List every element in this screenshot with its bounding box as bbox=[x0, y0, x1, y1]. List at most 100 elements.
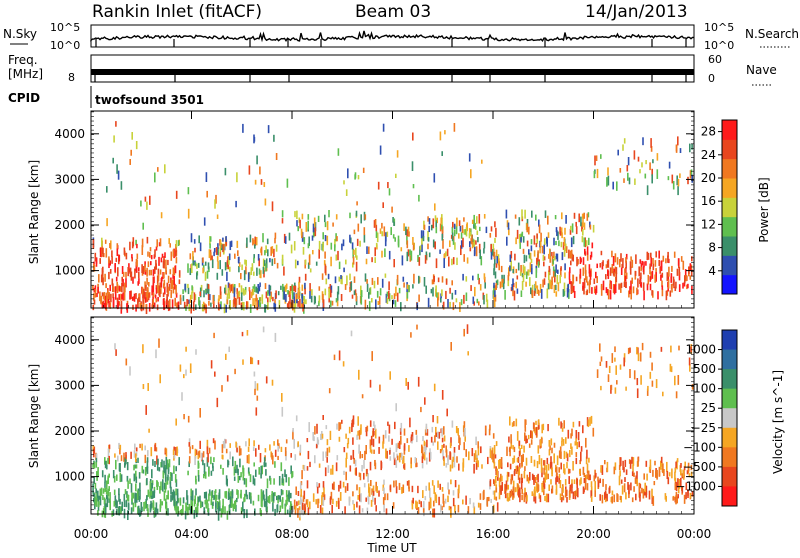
scatter-cell bbox=[352, 500, 354, 505]
scatter-cell bbox=[496, 279, 499, 286]
scatter-cell bbox=[159, 499, 162, 509]
scatter-cell bbox=[316, 423, 318, 434]
scatter-cell bbox=[125, 459, 127, 465]
scatter-cell bbox=[116, 509, 118, 516]
scatter-cell bbox=[307, 243, 310, 249]
scatter-cell bbox=[114, 343, 116, 350]
scatter-cell bbox=[441, 444, 443, 452]
scatter-cell bbox=[358, 430, 361, 440]
scatter-cell bbox=[185, 502, 187, 512]
scatter-cell bbox=[291, 472, 293, 479]
scatter-cell bbox=[521, 231, 524, 237]
beam-title: Beam 03 bbox=[355, 2, 431, 22]
scatter-cell bbox=[105, 301, 107, 310]
scatter-cell bbox=[132, 276, 134, 284]
scatter-cell bbox=[252, 286, 254, 291]
scatter-cell bbox=[372, 485, 375, 496]
scatter-cell bbox=[267, 496, 270, 503]
scatter-cell bbox=[467, 351, 469, 356]
scatter-cell bbox=[492, 248, 495, 257]
scatter-cell bbox=[441, 505, 443, 511]
scatter-cell bbox=[137, 281, 139, 286]
scatter-cell bbox=[283, 290, 285, 300]
scatter-cell bbox=[234, 467, 237, 474]
scatter-cell bbox=[119, 286, 122, 292]
scatter-cell bbox=[367, 473, 369, 483]
scatter-cell bbox=[99, 258, 101, 264]
scatter-cell bbox=[549, 255, 551, 263]
scatter-cell bbox=[175, 466, 177, 472]
scatter-cell bbox=[516, 458, 519, 463]
velocity-cbar-segment bbox=[722, 349, 737, 370]
scatter-cell bbox=[451, 292, 454, 300]
scatter-cell bbox=[492, 490, 495, 495]
scatter-cell bbox=[559, 493, 562, 501]
velocity-cbar-segment bbox=[722, 388, 737, 409]
scatter-cell bbox=[684, 461, 686, 467]
scatter-cell bbox=[463, 328, 465, 337]
scatter-cell bbox=[691, 143, 693, 150]
scatter-cell bbox=[222, 498, 224, 508]
scatter-cell bbox=[227, 256, 229, 266]
scatter-cell bbox=[243, 302, 245, 311]
scatter-cell bbox=[442, 493, 445, 504]
scatter-cell bbox=[196, 263, 198, 269]
scatter-cell bbox=[398, 452, 401, 463]
scatter-cell bbox=[636, 287, 638, 296]
scatter-cell bbox=[458, 484, 460, 494]
scatter-cell bbox=[195, 349, 197, 355]
scatter-cell bbox=[539, 241, 542, 247]
scatter-cell bbox=[175, 284, 177, 295]
power-cbar-segment bbox=[722, 197, 737, 218]
scatter-cell bbox=[162, 479, 164, 488]
scatter-cell bbox=[330, 256, 332, 267]
scatter-cell bbox=[280, 285, 282, 290]
scatter-cell bbox=[133, 473, 136, 482]
scatter-cell bbox=[160, 278, 163, 288]
scatter-cell bbox=[445, 278, 448, 285]
scatter-cell bbox=[691, 491, 694, 497]
scatter-cell bbox=[624, 268, 626, 278]
scatter-cell bbox=[602, 260, 604, 267]
scatter-cell bbox=[290, 453, 292, 458]
scatter-cell bbox=[255, 469, 257, 477]
scatter-cell bbox=[331, 300, 334, 306]
scatter-cell bbox=[222, 440, 225, 449]
scatter-cell bbox=[203, 492, 206, 499]
scatter-cell bbox=[530, 287, 532, 295]
scatter-cell bbox=[264, 198, 267, 206]
scatter-cell bbox=[640, 375, 642, 385]
scatter-cell bbox=[656, 153, 659, 161]
scatter-cell bbox=[116, 474, 118, 481]
scatter-cell bbox=[224, 287, 226, 294]
scatter-cell bbox=[660, 274, 662, 281]
scatter-cell bbox=[248, 438, 250, 447]
scatter-cell bbox=[563, 237, 566, 246]
scatter-cell bbox=[475, 240, 477, 245]
scatter-cell bbox=[149, 481, 152, 490]
scatter-cell bbox=[586, 463, 589, 474]
scatter-cell bbox=[230, 496, 232, 504]
scatter-cell bbox=[658, 470, 661, 477]
scatter-cell bbox=[152, 491, 154, 499]
scatter-cell bbox=[689, 263, 692, 272]
scatter-cell bbox=[147, 508, 149, 517]
scatter-cell bbox=[300, 494, 302, 505]
scatter-cell bbox=[447, 455, 449, 465]
scatter-cell bbox=[306, 480, 309, 489]
scatter-cell bbox=[153, 302, 156, 308]
scatter-cell bbox=[238, 297, 241, 305]
scatter-cell bbox=[129, 159, 131, 165]
scatter-cell bbox=[495, 496, 498, 501]
scatter-cell bbox=[445, 463, 448, 468]
scatter-cell bbox=[425, 285, 427, 294]
scatter-cell bbox=[674, 477, 677, 485]
scatter-cell bbox=[150, 500, 152, 510]
scatter-cell bbox=[225, 236, 227, 242]
scatter-cell bbox=[213, 300, 215, 309]
power-cbar-tick-label: 4 bbox=[708, 264, 716, 278]
scatter-cell bbox=[586, 289, 588, 295]
scatter-cell bbox=[576, 441, 578, 450]
scatter-cell bbox=[586, 483, 589, 491]
